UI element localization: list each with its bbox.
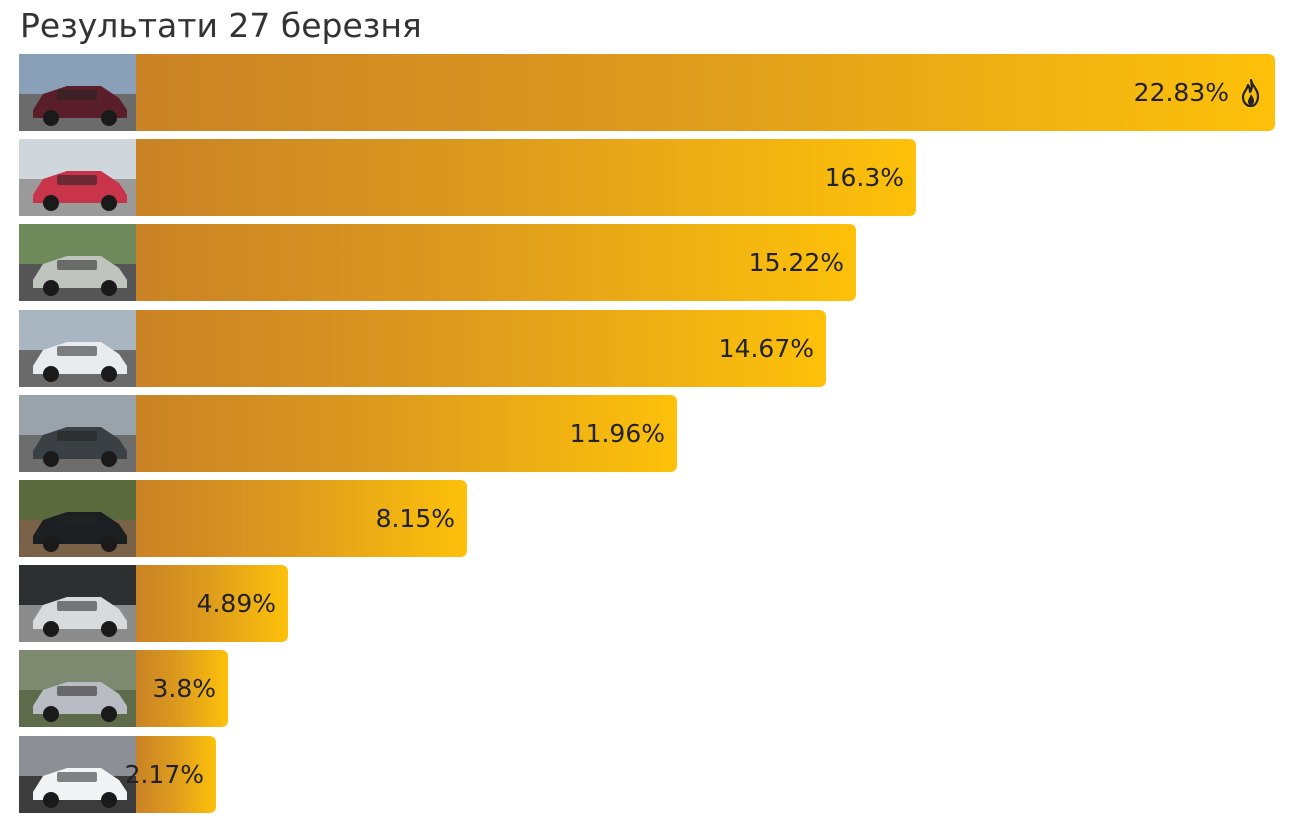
bar-value-text: 2.17% (124, 760, 204, 789)
chart-title: Результати 27 березня (20, 6, 422, 45)
bar-value-label: 3.8% (152, 650, 216, 727)
bar-row: 11.96% (19, 395, 677, 472)
car-thumbnail (19, 395, 136, 472)
bar-row: 3.8% (19, 650, 228, 727)
bar-row: 2.17% (19, 736, 216, 813)
bar: 14.67% (136, 310, 826, 387)
bar: 11.96% (136, 395, 677, 472)
car-thumbnail (19, 224, 136, 301)
bar-row: 8.15% (19, 480, 467, 557)
bar-value-text: 8.15% (375, 504, 455, 533)
bar-value-text: 14.67% (718, 334, 814, 363)
bar-value-label: 14.67% (719, 310, 814, 387)
bar-row: 15.22% (19, 224, 856, 301)
bar-row: 14.67% (19, 310, 826, 387)
bar: 4.89% (136, 565, 288, 642)
car-photo-icon (19, 736, 136, 813)
bar-value-text: 16.3% (824, 163, 904, 192)
bar-value-label: 8.15% (376, 480, 455, 557)
bar-value-text: 22.83% (1133, 78, 1229, 107)
bar-value-label: 2.17% (125, 736, 204, 813)
bar-value-text: 15.22% (748, 248, 844, 277)
bar: 16.3% (136, 139, 916, 216)
car-thumbnail (19, 736, 136, 813)
bar-value-label: 4.89% (197, 565, 276, 642)
bar: 22.83% (136, 54, 1275, 131)
car-thumbnail (19, 480, 136, 557)
bar-value-label: 11.96% (570, 395, 665, 472)
car-photo-icon (19, 224, 136, 301)
bar-row: 4.89% (19, 565, 288, 642)
bar-value-label: 15.22% (749, 224, 844, 301)
car-photo-icon (19, 395, 136, 472)
car-photo-icon (19, 139, 136, 216)
bar-row: 22.83% (19, 54, 1275, 131)
bar-value-label: 16.3% (825, 139, 904, 216)
car-thumbnail (19, 139, 136, 216)
bar-row: 16.3% (19, 139, 916, 216)
bar: 15.22% (136, 224, 856, 301)
fire-icon (1241, 78, 1260, 107)
car-thumbnail (19, 54, 136, 131)
car-photo-icon (19, 54, 136, 131)
car-thumbnail (19, 565, 136, 642)
bar-value-text: 11.96% (569, 419, 665, 448)
car-thumbnail (19, 650, 136, 727)
bar: 3.8% (136, 650, 228, 727)
car-thumbnail (19, 310, 136, 387)
bar-value-text: 4.89% (196, 589, 276, 618)
car-photo-icon (19, 650, 136, 727)
car-photo-icon (19, 565, 136, 642)
car-photo-icon (19, 480, 136, 557)
bar-value-label: 22.83% (1134, 54, 1263, 131)
bar: 8.15% (136, 480, 467, 557)
car-photo-icon (19, 310, 136, 387)
bar: 2.17% (125, 736, 216, 813)
bar-value-text: 3.8% (152, 674, 216, 703)
